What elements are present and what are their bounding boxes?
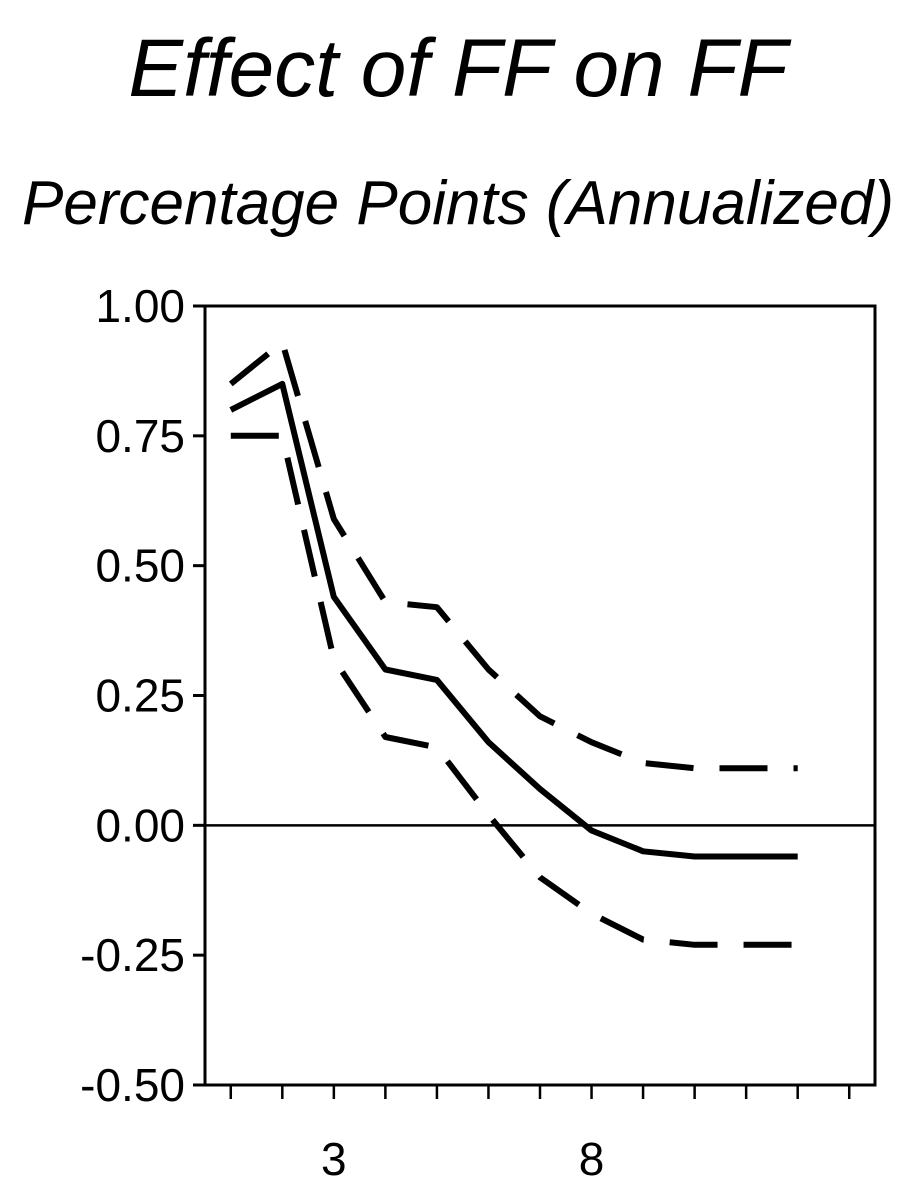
chart-title: Effect of FF on FF [128,23,788,114]
chart-subtitle: Percentage Points (Annualized) [22,169,894,238]
y-tick-label: 0.00 [95,799,185,851]
y-tick-label: 0.75 [95,410,185,462]
y-tick-label: -0.25 [80,929,185,981]
series-line-band-1 [228,339,798,772]
y-tick-label: 0.25 [95,670,185,722]
x-tick-label: 3 [321,1133,347,1185]
y-tick-label: 1.00 [95,280,185,332]
x-tick-label: 8 [579,1133,605,1185]
series-line-estimate [229,380,798,860]
series-line-band-2 [230,432,798,948]
y-tick-label: -0.50 [80,1059,185,1111]
y-tick-label: 0.50 [95,540,185,592]
